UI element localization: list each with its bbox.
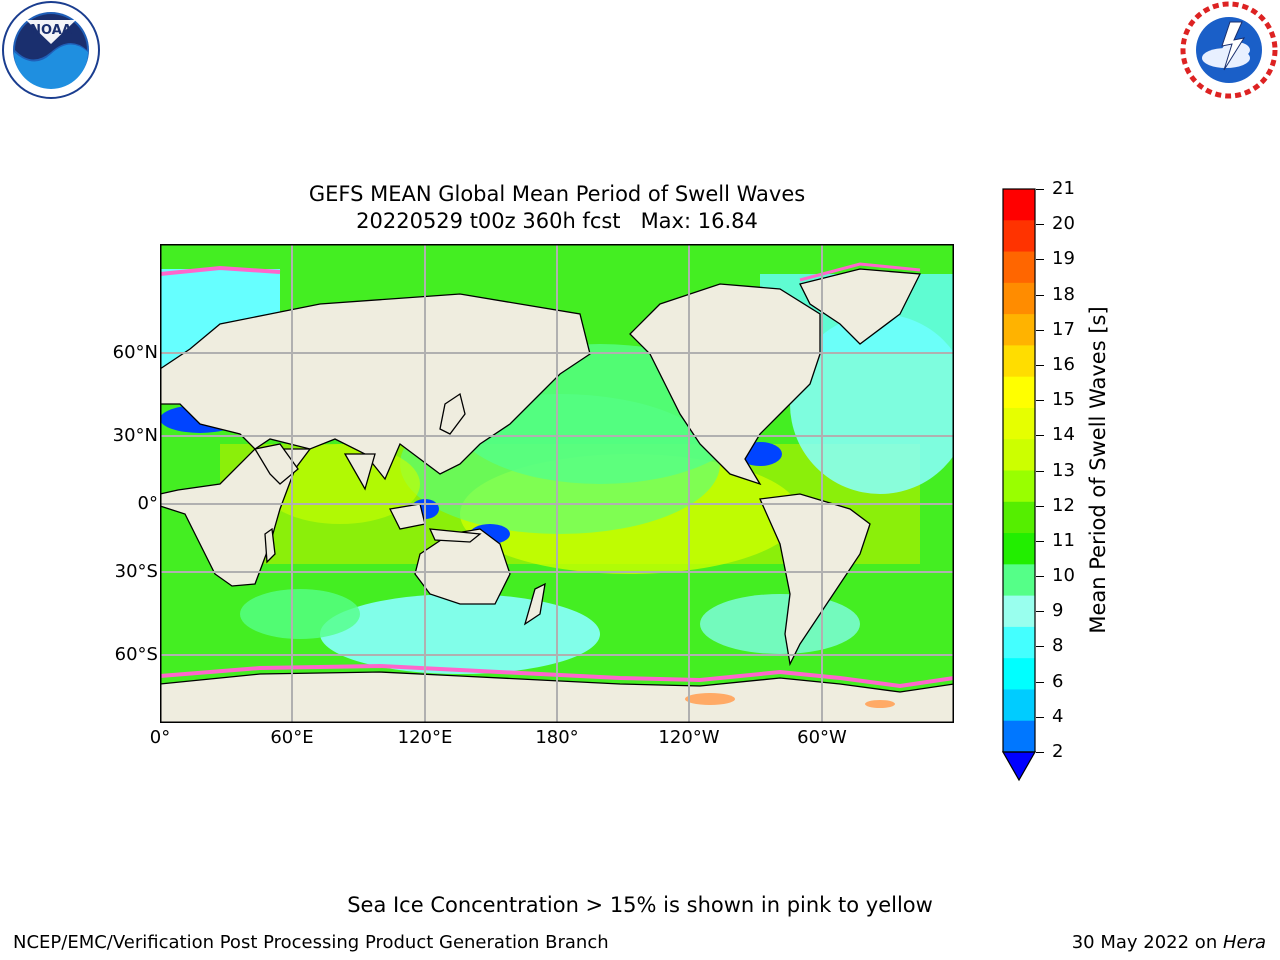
map-svg (159, 244, 970, 724)
colorbar-tick-mark (1036, 540, 1044, 542)
colorbar-band (1003, 282, 1035, 315)
lat-label-60s: 60°S (114, 644, 158, 665)
lon-label-60w: 60°W (797, 727, 847, 748)
colorbar-tick-label: 2 (1052, 741, 1064, 762)
colorbar-tick-label: 12 (1052, 494, 1075, 516)
colorbar-tick-mark (1036, 224, 1044, 226)
colorbar-band (1003, 720, 1035, 753)
colorbar-band (1003, 345, 1035, 378)
colorbar-tick-label: 10 (1052, 565, 1075, 587)
lat-label-30n: 30°N (112, 425, 158, 446)
colorbar-tick-mark (1036, 364, 1044, 366)
colorbar-tick-label: 15 (1052, 389, 1075, 411)
colorbar (1001, 188, 1042, 782)
colorbar-tick-label: 9 (1052, 600, 1064, 622)
lon-label-180: 180° (535, 727, 579, 748)
noaa-logo-text: NOAA (30, 23, 72, 38)
colorbar-tick-mark (1036, 611, 1044, 613)
colorbar-tick-mark (1036, 189, 1044, 190)
colorbar-tick-mark (1036, 329, 1044, 331)
lat-label-60n: 60°N (112, 342, 158, 363)
footer-date: 30 May 2022 on Hera (1072, 932, 1266, 954)
colorbar-band (1003, 314, 1035, 346)
colorbar-tick-label: 13 (1052, 459, 1075, 481)
colorbar-band (1003, 595, 1035, 628)
map-panel (159, 244, 970, 724)
sea-ice-note: Sea Ice Concentration > 15% is shown in … (347, 893, 933, 917)
colorbar-band (1003, 189, 1035, 221)
colorbar-tick-mark (1036, 646, 1044, 648)
colorbar-tick-mark (1036, 259, 1044, 261)
lat-label-30s: 30°S (114, 561, 158, 582)
map-title: GEFS MEAN Global Mean Period of Swell Wa… (308, 182, 806, 206)
colorbar-tick-label: 6 (1052, 670, 1064, 692)
colorbar-tick-label: 17 (1052, 318, 1075, 340)
lon-label-0: 0° (149, 727, 171, 748)
colorbar-tick-mark (1036, 435, 1044, 437)
footer-date-text: 30 May 2022 on (1071, 932, 1223, 953)
colorbar-band (1003, 470, 1035, 503)
colorbar-band (1003, 626, 1035, 659)
map-border (160, 244, 954, 723)
colorbar-tick-mark (1036, 505, 1044, 507)
colorbar-band (1003, 501, 1035, 534)
colorbar-band (1003, 689, 1035, 722)
colorbar-tick-label: 20 (1052, 213, 1075, 235)
lon-label-120w: 120°W (658, 727, 720, 748)
colorbar-band (1003, 376, 1035, 409)
graticule (160, 244, 954, 723)
colorbar-tick-mark (1036, 681, 1044, 683)
colorbar-tick-label: 11 (1052, 529, 1075, 551)
colorbar-tick-mark (1036, 470, 1044, 472)
colorbar-tick-mark (1036, 752, 1044, 753)
colorbar-tick-mark (1036, 716, 1044, 718)
lon-label-60e: 60°E (270, 727, 314, 748)
lon-label-120e: 120°E (397, 727, 453, 748)
footer-credit: NCEP/EMC/Verification Post Processing Pr… (13, 932, 609, 953)
colorbar-band (1003, 564, 1035, 597)
lat-label-eq: 0° (137, 493, 158, 514)
colorbar-tick-mark (1036, 294, 1044, 296)
colorbar-tick-label: 19 (1052, 248, 1075, 270)
colorbar-tick-mark (1036, 576, 1044, 578)
colorbar-extend-triangle (1001, 751, 1037, 782)
colorbar-tick-label: 21 (1052, 178, 1075, 199)
colorbar-band (1003, 407, 1035, 440)
colorbar-band (1003, 533, 1035, 565)
noaa-logo: NOAA (0, 0, 102, 100)
footer-machine: Hera (1222, 932, 1266, 953)
colorbar-band (1003, 658, 1035, 690)
nws-logo (1178, 0, 1280, 100)
colorbar-tick-label: 18 (1052, 283, 1075, 305)
colorbar-band (1003, 220, 1035, 253)
colorbar-label: Mean Period of Swell Waves [s] (1086, 306, 1110, 634)
colorbar-tick-label: 14 (1052, 424, 1075, 446)
colorbar-tick-label: 4 (1052, 705, 1064, 727)
colorbar-band (1003, 439, 1035, 471)
map-subtitle: 20220529 t00z 360h fcst Max: 16.84 (356, 209, 758, 233)
colorbar-band (1003, 251, 1035, 284)
sea-ice-overlay (159, 262, 955, 708)
colorbar-tick-label: 8 (1052, 635, 1064, 657)
colorbar-tick-mark (1036, 400, 1044, 402)
colorbar-tick-label: 16 (1052, 353, 1075, 375)
